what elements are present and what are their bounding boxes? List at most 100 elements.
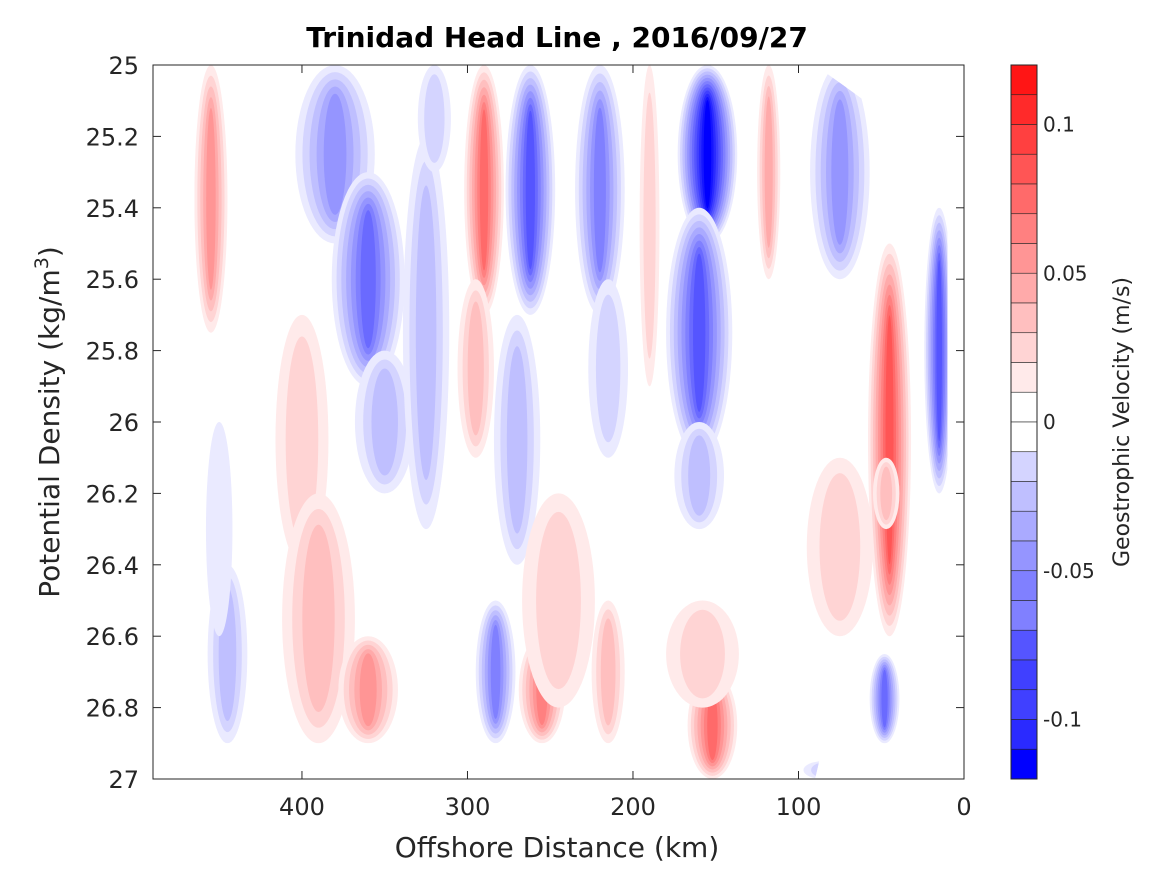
contour-core-pos-160-mid (666, 600, 739, 708)
colorbar-tick-label: 0.05 (1043, 261, 1088, 285)
y-axis-label-close: ) (33, 246, 66, 257)
x-tick-label: 300 (445, 793, 491, 821)
contour-core-neg-355 (354, 350, 415, 494)
x-tick-label: 400 (279, 793, 325, 821)
contour-level (479, 109, 489, 271)
contour-level (819, 473, 861, 621)
contour-level (490, 624, 501, 719)
contour-core-pos-295 (457, 279, 494, 458)
contour-level (600, 618, 616, 726)
contour-level (371, 368, 398, 476)
contour-level (525, 110, 535, 270)
x-axis: 400 300 200 100 0 (279, 65, 972, 821)
contour-level (536, 511, 581, 690)
contour-level (881, 669, 888, 728)
colorbar-segment (1010, 629, 1038, 661)
colorbar-segment (1010, 183, 1038, 215)
plot-area (153, 65, 964, 779)
y-tick-label: 26 (108, 409, 139, 437)
contour-core-pos-400-low (282, 493, 355, 744)
colorbar-segment (1010, 153, 1038, 185)
contour-level (360, 210, 376, 349)
colorbar-segment (1010, 451, 1038, 482)
colorbar-segment (1010, 421, 1038, 453)
contour-level (707, 690, 718, 760)
contour-level (506, 346, 528, 534)
contour-core-pos-290 (464, 65, 504, 315)
contour-core-pos-45-core (872, 457, 900, 530)
contour-core-neg-15 (924, 207, 948, 494)
colorbar-segment (1010, 94, 1038, 125)
contour-core-neg-360 (331, 172, 405, 387)
y-tick-label: 25.8 (86, 338, 139, 366)
contour-core-neg-75 (810, 65, 870, 280)
contour-core-neg-160 (666, 207, 733, 458)
contour-level (693, 253, 706, 412)
colorbar (1010, 64, 1038, 780)
contour-level (424, 74, 445, 163)
contour-core-pos-215-deep (591, 600, 625, 744)
contour-core-neg-285-deep (475, 600, 516, 744)
contour-core-neg-450-mid (205, 421, 233, 637)
colorbar-segment (1010, 570, 1038, 601)
colorbar-segment (1010, 540, 1038, 572)
colorbar-segment (1010, 600, 1038, 631)
contour-level (323, 93, 347, 215)
colorbar-segment (1010, 748, 1038, 780)
contour-level (688, 435, 711, 516)
contour-core-neg-265 (505, 65, 556, 315)
contour-level (359, 653, 377, 727)
contour-core-neg-320 (417, 65, 451, 173)
y-tick-label: 26.4 (86, 552, 139, 580)
y-axis-label: Potential Density (kg/m3) (31, 246, 66, 598)
x-axis-label: Offshore Distance (km) (395, 831, 720, 864)
colorbar-segment (1010, 391, 1038, 423)
contour-core-neg-270 (493, 314, 541, 565)
colorbar-tick-label: 0 (1043, 410, 1056, 434)
x-tick-label: 100 (776, 793, 822, 821)
colorbar-label: Geostrophic Velocity (m/s) (1110, 277, 1135, 567)
contour-level (205, 421, 233, 637)
contour-level (936, 260, 942, 442)
colorbar-segment (1010, 689, 1038, 720)
y-tick-label: 26.6 (86, 623, 139, 651)
contour-level (302, 524, 335, 713)
colorbar-segment (1010, 719, 1038, 750)
contour-level (595, 294, 621, 443)
contour-core-pos-360-deep (338, 636, 398, 744)
contour-level (680, 609, 725, 699)
contour-core-neg-45-deep (869, 654, 900, 744)
contour-core-neg-210 (588, 279, 629, 458)
contour-level (593, 107, 606, 273)
contour-level (703, 100, 712, 209)
y-tick-label: 27 (108, 766, 139, 794)
colorbar-frame (1010, 64, 1038, 780)
contour-level (643, 92, 656, 359)
colorbar-segment (1010, 213, 1038, 244)
contour-core-neg-220 (575, 65, 625, 315)
y-tick-label: 25.2 (86, 123, 139, 151)
contour-core-pos-250 (522, 493, 595, 708)
contour-level (415, 185, 437, 481)
contour-core-neg-155 (677, 65, 738, 244)
chart-title: Trinidad Head Line , 2016/09/27 (306, 21, 808, 54)
colorbar-ticks: 0.1 0.05 0 -0.05 -0.1 (1043, 113, 1095, 732)
colorbar-segment (1010, 510, 1038, 542)
colorbar-tick-label: -0.1 (1043, 708, 1082, 732)
y-tick-label: 26.2 (86, 480, 139, 508)
colorbar-segment (1010, 362, 1038, 393)
contour-level (285, 336, 319, 544)
contour-core-pos-120 (757, 65, 781, 280)
y-tick-label: 25.6 (86, 266, 139, 294)
contour-level (880, 466, 893, 521)
contour-level (206, 108, 216, 290)
contour-core-pos-75 (806, 457, 873, 637)
contour-core-neg-160-low (674, 422, 725, 530)
y-tick-label: 25 (108, 52, 139, 80)
x-tick-label: 200 (610, 793, 656, 821)
y-tick-label: 25.4 (86, 195, 139, 223)
contour-core-pos-455 (194, 65, 228, 333)
contour-level (831, 99, 849, 245)
y-tick-label: 26.8 (86, 695, 139, 723)
